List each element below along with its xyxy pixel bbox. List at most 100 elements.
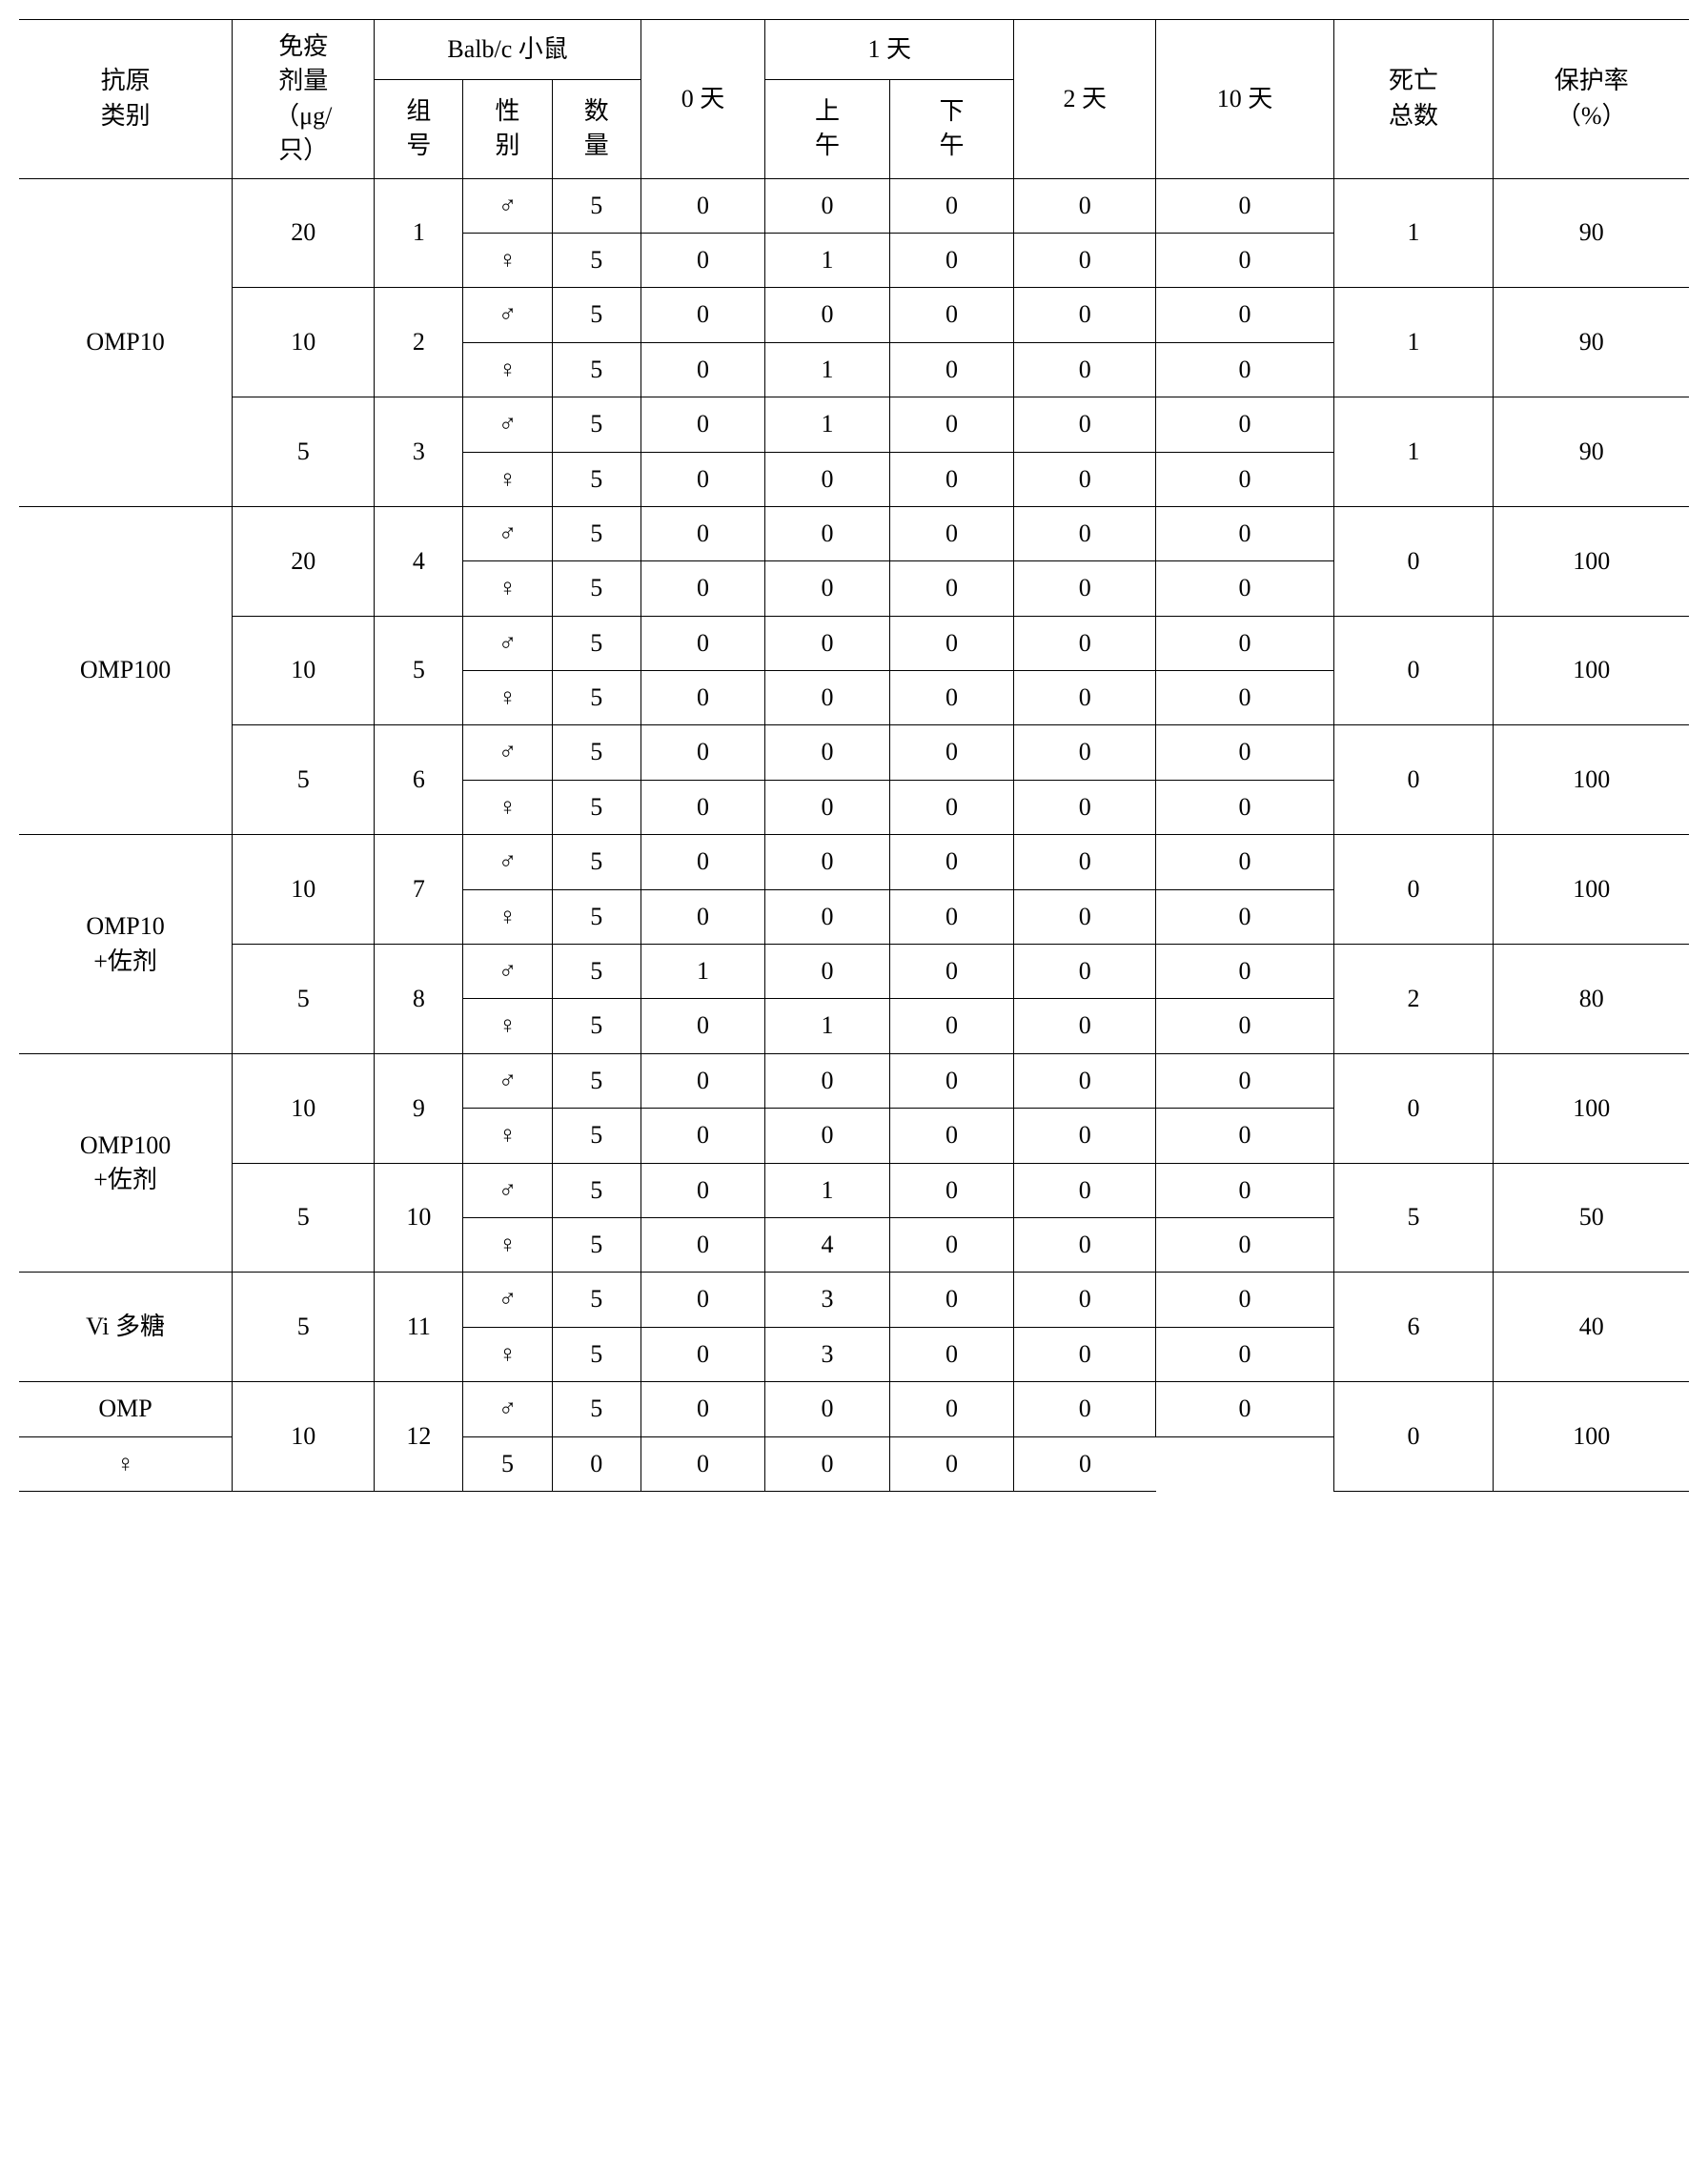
cell-day0: 0 (640, 889, 764, 944)
cell-antigen: OMP10+佐剂 (19, 835, 233, 1054)
table-row: 105♂5000000100 (19, 616, 1689, 670)
cell-day10: 0 (1156, 452, 1333, 506)
cell-day10: 0 (1156, 999, 1333, 1053)
cell-day1-pm: 0 (889, 1053, 1013, 1108)
cell-day10: 0 (1156, 1217, 1333, 1272)
cell-day1-pm: 0 (889, 561, 1013, 616)
cell-protect: 80 (1494, 945, 1689, 1054)
cell-sex: ♂ (463, 506, 552, 560)
cell-deaths: 0 (1333, 725, 1494, 835)
col-day0: 0 天 (640, 20, 764, 179)
cell-day1-pm: 0 (889, 835, 1013, 889)
cell-qty: 5 (552, 288, 640, 342)
cell-day1-pm: 0 (889, 233, 1013, 287)
cell-dose: 20 (233, 506, 375, 616)
cell-day0: 0 (640, 1273, 764, 1327)
cell-day1-am: 0 (765, 1382, 889, 1436)
col-dose: 免疫剂量（μg/只） (233, 20, 375, 179)
table-body: OMP10201♂500000190♀501000102♂500000190♀5… (19, 178, 1689, 1491)
cell-sex: ♂ (463, 1273, 552, 1327)
cell-deaths: 1 (1333, 288, 1494, 397)
col-balbc: Balb/c 小鼠 (375, 20, 641, 80)
cell-day2: 0 (1014, 780, 1156, 834)
cell-day1-pm: 0 (889, 178, 1013, 233)
cell-day1-am: 0 (765, 1053, 889, 1108)
cell-day2: 0 (1014, 1053, 1156, 1108)
cell-sex: ♂ (463, 1053, 552, 1108)
cell-day2: 0 (1014, 561, 1156, 616)
cell-qty: 5 (552, 945, 640, 999)
table-row: 102♂500000190 (19, 288, 1689, 342)
cell-qty: 5 (552, 616, 640, 670)
cell-qty: 5 (552, 561, 640, 616)
cell-qty: 5 (552, 1053, 640, 1108)
cell-day0: 0 (640, 233, 764, 287)
cell-dose: 5 (233, 1273, 375, 1382)
cell-sex: ♀ (463, 1109, 552, 1163)
experiment-table: 抗原类别 免疫剂量（μg/只） Balb/c 小鼠 0 天 1 天 2 天 10… (19, 19, 1689, 1492)
cell-day1-pm: 0 (889, 452, 1013, 506)
cell-protect: 100 (1494, 506, 1689, 616)
cell-group-no: 7 (375, 835, 463, 945)
cell-day2: 0 (1014, 945, 1156, 999)
cell-day1-pm: 0 (889, 999, 1013, 1053)
col-day2: 2 天 (1014, 20, 1156, 179)
cell-group-no: 5 (375, 616, 463, 725)
cell-day10: 0 (1156, 1273, 1333, 1327)
cell-deaths: 0 (1333, 1053, 1494, 1163)
cell-day2: 0 (1014, 233, 1156, 287)
cell-day1-pm: 0 (889, 1109, 1013, 1163)
cell-qty: 5 (552, 780, 640, 834)
cell-sex: ♂ (463, 616, 552, 670)
cell-day1-pm: 0 (889, 945, 1013, 999)
cell-day1-am: 0 (765, 835, 889, 889)
cell-sex: ♂ (463, 945, 552, 999)
cell-day10: 0 (1156, 1053, 1333, 1108)
cell-day0: 0 (640, 999, 764, 1053)
cell-sex: ♀ (19, 1436, 233, 1491)
cell-day1-am: 0 (765, 561, 889, 616)
cell-day10: 0 (1156, 342, 1333, 397)
cell-day10: 0 (1156, 671, 1333, 725)
cell-day0: 0 (640, 178, 764, 233)
col-day1: 1 天 (765, 20, 1014, 80)
cell-day1-pm: 0 (889, 671, 1013, 725)
cell-deaths: 1 (1333, 178, 1494, 288)
cell-day1-am: 0 (765, 506, 889, 560)
cell-day2: 0 (1014, 1163, 1156, 1217)
cell-deaths: 6 (1333, 1273, 1494, 1382)
cell-day1-pm: 0 (889, 342, 1013, 397)
cell-sex: ♂ (463, 397, 552, 452)
cell-day10: 0 (1156, 945, 1333, 999)
cell-day1-am: 0 (765, 945, 889, 999)
cell-sex: ♀ (463, 780, 552, 834)
cell-day2: 0 (1014, 1273, 1156, 1327)
cell-sex: ♂ (463, 725, 552, 780)
cell-dose: 5 (233, 945, 375, 1054)
cell-day1-am: 0 (640, 1436, 764, 1491)
cell-day2: 0 (1014, 397, 1156, 452)
cell-dose: 5 (233, 1163, 375, 1273)
table-row: OMP10201♂500000190 (19, 178, 1689, 233)
table-row: OMP100204♂5000000100 (19, 506, 1689, 560)
cell-day2: 0 (1014, 999, 1156, 1053)
cell-day1-am: 0 (765, 616, 889, 670)
cell-day0: 0 (640, 452, 764, 506)
col-qty: 数量 (552, 80, 640, 178)
cell-protect: 40 (1494, 1273, 1689, 1382)
cell-day2: 0 (1014, 342, 1156, 397)
cell-day10: 0 (1156, 397, 1333, 452)
cell-protect: 90 (1494, 178, 1689, 288)
cell-antigen: OMP (19, 1382, 233, 1436)
cell-day1-am: 0 (765, 452, 889, 506)
cell-dose: 10 (233, 835, 375, 945)
cell-sex: ♀ (463, 999, 552, 1053)
cell-protect: 100 (1494, 616, 1689, 725)
cell-antigen: Vi 多糖 (19, 1273, 233, 1382)
cell-day10: 0 (1156, 889, 1333, 944)
cell-day1-am: 0 (765, 725, 889, 780)
cell-qty: 5 (552, 1327, 640, 1381)
cell-antigen: OMP100+佐剂 (19, 1053, 233, 1273)
cell-group-no: 1 (375, 178, 463, 288)
cell-group-no: 2 (375, 288, 463, 397)
